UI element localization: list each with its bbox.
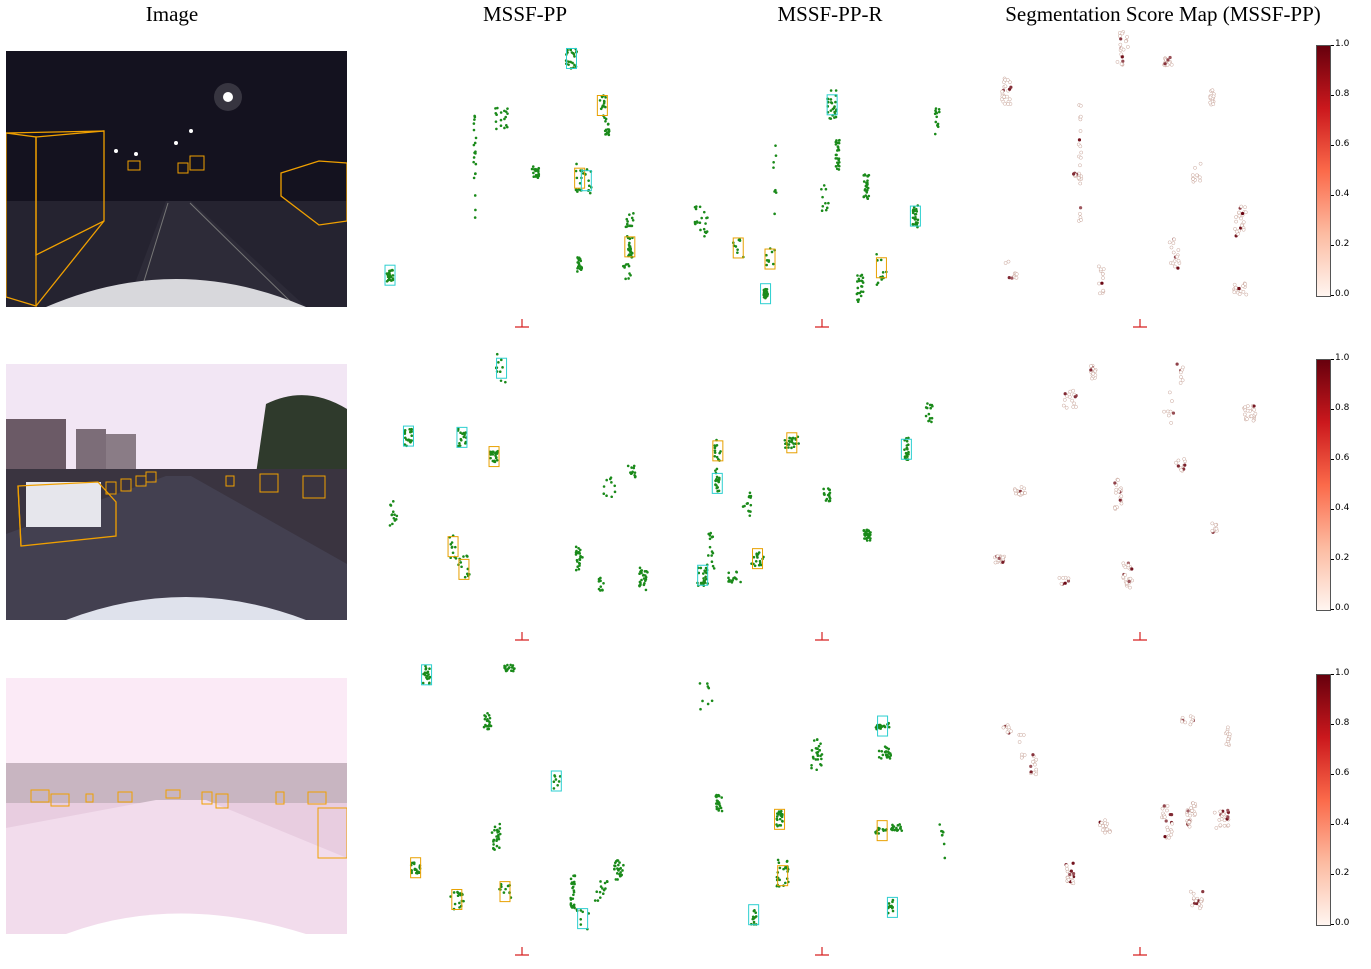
column-title-mssf-pp-r: MSSF-PP-R [777,2,883,26]
colorbar-row-3 [1316,674,1331,926]
camera-image-row-3 [6,678,347,934]
camera-image-row-1 [6,51,347,307]
bev-panel-score-map-row-3 [975,645,1275,963]
colorbar-row-1 [1316,45,1331,297]
bev-panel-mssf-pp-r-row-3 [670,645,970,963]
bev-panel-mssf-pp-r-row-2 [670,338,970,648]
colorbar-tick-label: 1.0 [1330,353,1350,363]
column-title-mssf-pp: MSSF-PP [482,2,568,26]
bev-panel-mssf-pp-r-row-1 [670,25,970,335]
colorbar-tick-label: 1.0 [1330,668,1350,678]
colorbar-row-2 [1316,359,1331,611]
bev-panel-score-map-row-2 [975,338,1275,648]
colorbar-tick-label: 0.2 [1330,868,1350,878]
colorbar-tick-label: 0.8 [1330,89,1350,99]
colorbar-tick-label: 0.0 [1330,289,1350,299]
bev-panel-mssf-pp-row-1 [370,25,670,335]
colorbar-tick-label: 0.6 [1330,768,1350,778]
colorbar-tick-label: 0.2 [1330,239,1350,249]
colorbar-tick-label: 0.2 [1330,553,1350,563]
bev-panel-mssf-pp-row-3 [370,645,670,963]
colorbar-tick-label: 0.8 [1330,403,1350,413]
column-title-image: Image [145,2,199,26]
column-title-score-map: Segmentation Score Map (MSSF-PP) [1005,2,1321,26]
colorbar-tick-label: 0.6 [1330,453,1350,463]
camera-image-row-2 [6,364,347,620]
colorbar-tick-label: 1.0 [1330,39,1350,49]
colorbar-tick-label: 0.4 [1330,503,1350,513]
colorbar-tick-label: 0.0 [1330,603,1350,613]
colorbar-tick-label: 0.4 [1330,818,1350,828]
colorbar-tick-label: 0.0 [1330,918,1350,928]
bev-panel-mssf-pp-row-2 [370,338,670,648]
colorbar-tick-label: 0.8 [1330,718,1350,728]
colorbar-tick-label: 0.4 [1330,189,1350,199]
colorbar-tick-label: 0.6 [1330,139,1350,149]
bev-panel-score-map-row-1 [975,25,1275,335]
